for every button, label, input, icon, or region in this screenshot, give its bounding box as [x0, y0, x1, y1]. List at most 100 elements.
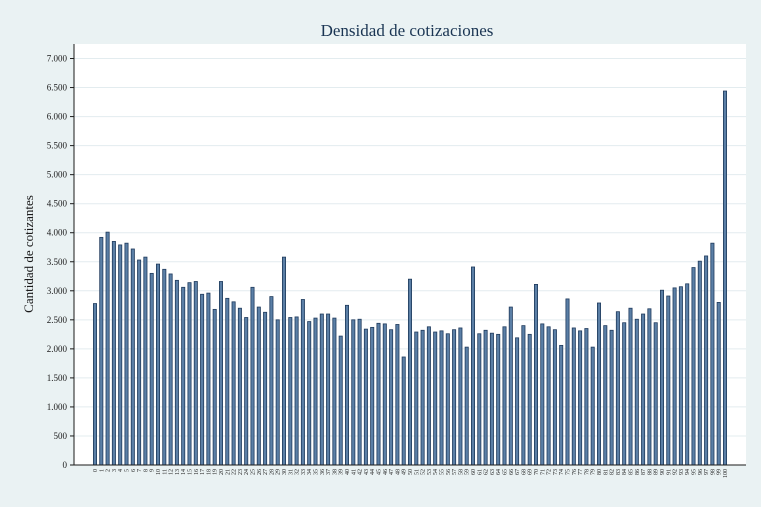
x-tick-label: 88 [647, 469, 653, 475]
x-ticks: 0 1 2 3 4 5 6 7 8 9 10 11 12 13 14 15 16 17 18 19 20 21 22 23 24… [93, 469, 729, 478]
x-tick-label: 58 [458, 469, 464, 475]
y-tick-label: 2.500 [47, 315, 68, 325]
bar-82 [609, 329, 614, 466]
x-tick-label: 14 [181, 469, 187, 475]
x-tick-label: 13 [175, 469, 181, 475]
bar-6 [130, 248, 135, 466]
bar-21 [225, 297, 230, 466]
x-tick-label: 68 [521, 469, 527, 475]
x-tick-label: 1 [99, 469, 105, 472]
x-tick-label: 4 [118, 469, 124, 472]
x-tick-label: 99 [717, 469, 723, 475]
bar-11 [162, 268, 167, 466]
bar-0 [93, 303, 98, 466]
x-tick-label: 36 [320, 469, 326, 475]
x-tick-label: 29 [276, 469, 282, 475]
y-ticks: 0 500 1.000 1.500 2.000 2.500 3.000 3.500 4.000 4… [47, 54, 74, 470]
bar-4 [118, 244, 123, 466]
y-tick-label: 7.000 [47, 54, 68, 64]
bar-98 [710, 242, 715, 466]
x-tick-label: 98 [710, 469, 716, 475]
bar-12 [168, 273, 173, 466]
x-tick-label: 47 [389, 469, 395, 475]
x-tick-label: 84 [622, 469, 628, 475]
x-tick-label: 12 [169, 469, 175, 475]
bar-26 [256, 306, 261, 466]
bar-13 [174, 279, 179, 466]
bar-66 [508, 306, 513, 466]
bar-71 [540, 323, 545, 466]
bar-9 [149, 272, 154, 466]
x-tick-label: 89 [654, 469, 660, 475]
bar-14 [181, 286, 186, 466]
x-tick-label: 80 [597, 469, 603, 475]
x-tick-label: 44 [370, 469, 376, 475]
x-tick-label: 40 [345, 469, 351, 475]
bar-95 [691, 267, 696, 466]
bar-27 [263, 311, 268, 466]
bar-93 [678, 286, 683, 466]
x-tick-label: 92 [673, 469, 679, 475]
bar-73 [552, 329, 557, 466]
x-tick-label: 15 [188, 469, 194, 475]
x-tick-label: 54 [433, 469, 439, 475]
x-tick-label: 55 [440, 469, 446, 475]
x-tick-label: 39 [339, 469, 345, 475]
bar-60 [470, 266, 475, 466]
bar-97 [704, 255, 709, 466]
x-tick-label: 17 [200, 469, 206, 475]
x-tick-label: 5 [125, 469, 131, 472]
x-tick-label: 94 [685, 469, 691, 475]
bar-88 [647, 308, 652, 466]
x-tick-label: 49 [402, 469, 408, 475]
bar-70 [534, 284, 539, 466]
bar-87 [641, 313, 646, 466]
x-tick-label: 37 [326, 469, 332, 475]
bar-25 [250, 286, 255, 466]
x-tick-label: 26 [257, 469, 263, 475]
bar-32 [294, 316, 299, 466]
bar-1 [99, 236, 104, 466]
bar-94 [685, 283, 690, 466]
x-tick-label: 16 [194, 469, 200, 475]
x-tick-label: 10 [156, 469, 162, 475]
bar-23 [237, 307, 242, 466]
bar-35 [313, 317, 318, 466]
bar-8 [143, 256, 148, 466]
bar-83 [615, 311, 620, 466]
bar-3 [111, 241, 116, 466]
x-tick-label: 91 [666, 469, 672, 475]
x-tick-label: 27 [263, 469, 269, 475]
bar-65 [502, 326, 507, 466]
x-tick-label: 60 [471, 469, 477, 475]
bar-80 [597, 302, 602, 466]
y-tick-label: 1.000 [47, 402, 68, 412]
bar-37 [326, 313, 331, 466]
bar-19 [212, 308, 217, 466]
x-tick-label: 19 [213, 469, 219, 475]
bar-28 [269, 296, 274, 466]
bar-24 [244, 317, 249, 466]
bar-18 [206, 292, 211, 466]
y-tick-label: 2.000 [47, 344, 68, 354]
bar-30 [281, 256, 286, 466]
x-tick-label: 70 [534, 469, 540, 475]
bar-61 [477, 333, 482, 466]
bar-89 [653, 322, 658, 466]
x-tick-label: 82 [610, 469, 616, 475]
bar-2 [105, 231, 110, 466]
bar-50 [407, 278, 412, 466]
bar-96 [697, 260, 702, 466]
bar-22 [231, 301, 236, 466]
bar-51 [414, 331, 419, 466]
gridlines [74, 58, 746, 437]
bar-84 [622, 322, 627, 466]
x-tick-label: 57 [452, 469, 458, 475]
bar-39 [338, 335, 343, 466]
x-tick-label: 41 [351, 469, 357, 475]
x-tick-label: 32 [295, 469, 301, 475]
bar-10 [155, 263, 160, 466]
bar-58 [458, 327, 463, 466]
bar-62 [483, 329, 488, 466]
